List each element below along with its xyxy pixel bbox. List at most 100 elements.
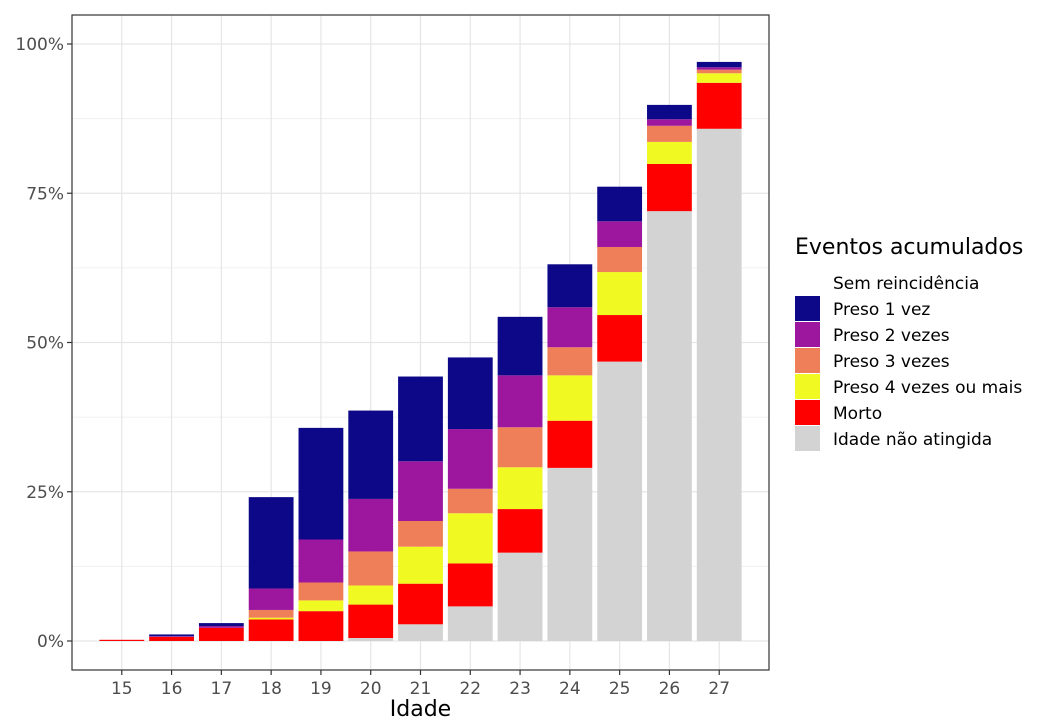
legend: Eventos acumulados Sem reincidência Preso…: [795, 235, 1023, 451]
bar-segment: [547, 307, 593, 348]
bar-segment: [348, 604, 394, 639]
bar-segment: [497, 467, 543, 510]
bar-segment: [447, 488, 493, 514]
bar-segment: [248, 619, 294, 641]
bar-segment: [348, 498, 394, 552]
bar-segment: [647, 163, 692, 212]
bar-segment: [198, 627, 244, 641]
bar-segment: [497, 375, 543, 428]
bar-segment: [198, 623, 244, 627]
bar-segment: [248, 609, 294, 618]
x-axis-title: Idade: [390, 697, 451, 722]
x-tick-label: 18: [260, 679, 282, 699]
x-tick-label: 16: [161, 679, 183, 699]
legend-key: [795, 348, 820, 373]
bar-segment: [547, 375, 593, 421]
bar-segment: [597, 272, 643, 316]
bar-segment: [597, 361, 643, 641]
bar-segment: [447, 513, 493, 564]
bar-segment: [647, 104, 692, 120]
bar-segment: [348, 551, 394, 586]
y-tick-label: 75%: [26, 184, 64, 204]
bar-segment: [647, 211, 692, 641]
bar-segment: [149, 634, 194, 637]
bar-segment: [447, 606, 493, 641]
y-tick-label: 50%: [26, 334, 64, 354]
legend-key: [795, 400, 820, 425]
bar-segment: [497, 552, 543, 641]
bar-segment: [547, 420, 593, 468]
bar-segment: [398, 461, 443, 522]
bar-segment: [497, 316, 543, 376]
bar-segment: [348, 410, 394, 499]
legend-label: Preso 4 vezes ou mais: [833, 378, 1022, 398]
bars: [99, 61, 742, 642]
legend-title: Eventos acumulados: [795, 235, 1023, 260]
bar-segment: [248, 497, 294, 589]
bar-segment: [447, 429, 493, 489]
bar-segment: [298, 582, 344, 601]
bar-segment: [497, 509, 543, 553]
y-tick-label: 25%: [26, 483, 64, 503]
bar-segment: [547, 467, 593, 641]
bar-segment: [298, 427, 344, 540]
bar-segment: [398, 521, 443, 547]
x-tick-label: 22: [459, 679, 481, 699]
y-axis: 0% 25% 50% 75% 100%: [15, 35, 72, 652]
bar-segment: [298, 600, 344, 612]
bar-segment: [696, 61, 742, 68]
legend-label: Preso 1 vez: [833, 300, 930, 320]
bar-segment: [696, 67, 742, 70]
legend-label: Sem reincidência: [833, 274, 979, 294]
legend-key: [795, 374, 820, 399]
bar-segment: [597, 246, 643, 273]
legend-label: Idade não atingida: [833, 430, 992, 450]
bar-segment: [647, 119, 692, 126]
bar-segment: [696, 73, 742, 83]
bar-segment: [547, 264, 593, 308]
bar-segment: [149, 636, 194, 637]
y-tick-label: 100%: [15, 35, 64, 55]
bar-segment: [597, 221, 643, 247]
legend-key: [795, 426, 820, 451]
bar-segment: [348, 638, 394, 641]
bar-segment: [597, 315, 643, 362]
bar-segment: [248, 588, 294, 610]
bar-segment: [647, 141, 692, 164]
bar-segment: [99, 639, 145, 641]
legend-label: Preso 2 vezes: [833, 326, 950, 346]
x-tick-label: 27: [708, 679, 730, 699]
bar-segment: [547, 347, 593, 376]
bar-segment: [398, 376, 443, 462]
x-tick-label: 25: [609, 679, 631, 699]
x-tick-label: 19: [310, 679, 332, 699]
x-tick-label: 15: [111, 679, 133, 699]
bar-segment: [696, 82, 742, 129]
x-axis: 15 16 17 18 19 20 21 22 23 24 25 26 27: [111, 670, 730, 699]
x-tick-label: 20: [360, 679, 382, 699]
bar-segment: [696, 128, 742, 642]
x-tick-label: 17: [211, 679, 233, 699]
x-tick-label: 24: [559, 679, 581, 699]
bar-segment: [696, 69, 742, 74]
bar-segment: [149, 636, 194, 641]
legend-key: [795, 322, 820, 347]
bar-segment: [647, 125, 692, 142]
bar-segment: [447, 563, 493, 607]
bar-segment: [398, 583, 443, 625]
bar-segment: [198, 626, 244, 628]
y-tick-label: 0%: [37, 632, 64, 652]
x-tick-label: 26: [659, 679, 681, 699]
x-tick-label: 23: [509, 679, 531, 699]
bar-segment: [298, 539, 344, 583]
x-tick-label: 21: [410, 679, 432, 699]
bar-segment: [497, 427, 543, 468]
legend-label: Morto: [833, 404, 882, 424]
bar-segment: [597, 186, 643, 222]
bar-segment: [348, 585, 394, 605]
bar-segment: [398, 624, 443, 641]
legend-label: Preso 3 vezes: [833, 352, 950, 372]
bar-segment: [248, 617, 294, 620]
legend-key: [795, 296, 820, 321]
